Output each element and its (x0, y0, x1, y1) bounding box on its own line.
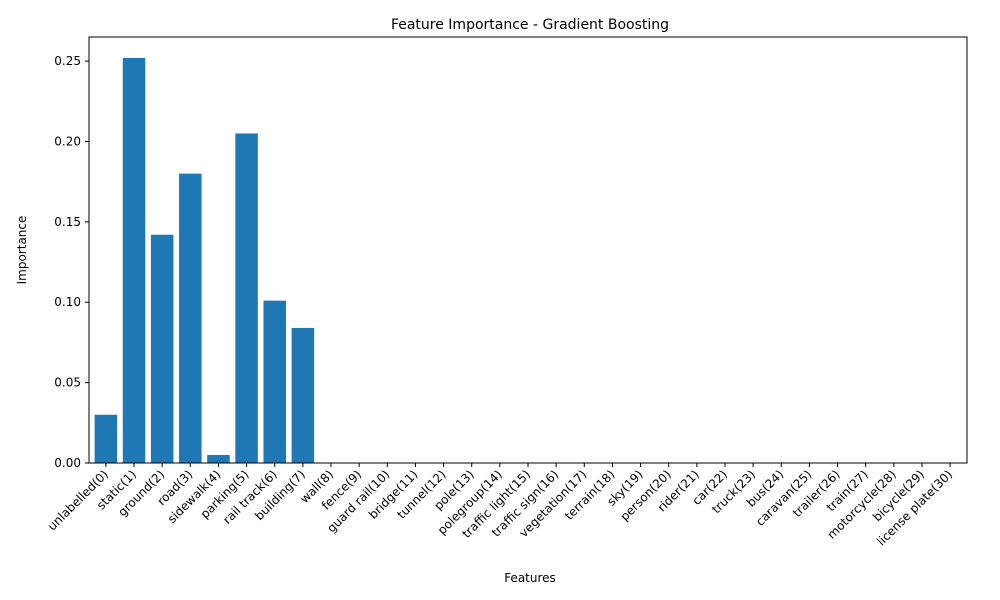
y-axis-ticks: 0.00 0.05 0.10 0.15 0.20 0.25 (54, 54, 89, 470)
x-axis-label: Features (504, 571, 556, 585)
y-tick-label: 0.25 (54, 54, 81, 68)
plot-frame (88, 36, 968, 464)
bar-3 (179, 173, 202, 463)
bar-2 (150, 234, 174, 463)
y-axis-label: Importance (15, 216, 29, 285)
bar-5 (235, 133, 258, 464)
y-tick-label: 0.20 (54, 134, 81, 148)
y-tick-label: 0.05 (54, 376, 81, 390)
y-tick-label: 0.15 (54, 215, 81, 229)
bar-1 (122, 57, 146, 464)
bar-0 (94, 414, 118, 463)
y-tick-label: 0.10 (54, 295, 81, 309)
bars-group (94, 57, 315, 464)
bar-7 (291, 327, 315, 463)
bar-6 (263, 300, 286, 463)
bar-4 (207, 454, 230, 463)
chart-title: Feature Importance - Gradient Boosting (391, 17, 669, 33)
y-tick-label: 0.00 (54, 456, 81, 470)
